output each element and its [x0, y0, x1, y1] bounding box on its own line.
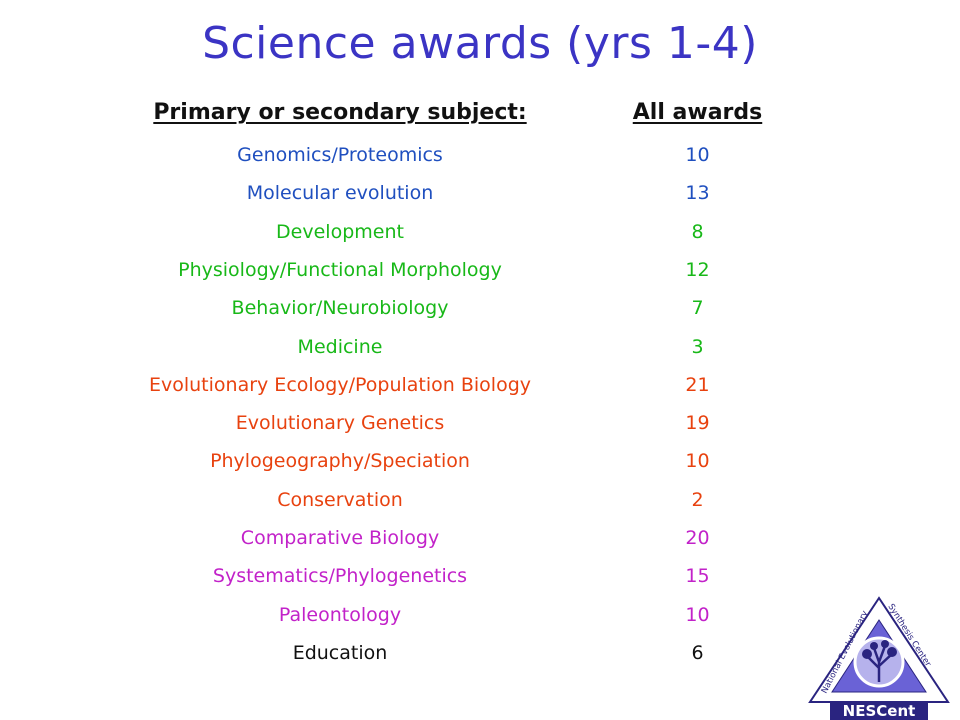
- subject-cell: Evolutionary Genetics: [235, 412, 445, 435]
- subject-cell: Medicine: [297, 335, 383, 358]
- award-count-cell: 20: [685, 527, 710, 549]
- subject-cell: Phylogeography/Speciation: [210, 450, 470, 473]
- table-row: Behavior/Neurobiology 7: [0, 289, 960, 327]
- award-count-cell: 6: [691, 641, 704, 664]
- table-row: Evolutionary Ecology/Population Biology 2…: [0, 366, 960, 404]
- table-row: Systematics/Phylogenetics 15: [0, 557, 960, 595]
- table-row: Conservation 2: [0, 481, 960, 519]
- table-row: Development 8: [0, 213, 960, 251]
- award-count-cell: 12: [685, 258, 710, 281]
- award-count-cell: 13: [685, 182, 710, 205]
- subject-cell: Physiology/Functional Morphology: [178, 258, 502, 281]
- logo-name: NESCent: [843, 702, 916, 720]
- table-row: Evolutionary Genetics 19: [0, 404, 960, 442]
- subject-cell: Evolutionary Ecology/Population Biology: [148, 373, 532, 396]
- subject-column-header: Primary or secondary subject:: [153, 100, 527, 125]
- award-count-cell: 10: [685, 144, 710, 166]
- subject-cell: Development: [276, 220, 404, 243]
- table-row: Comparative Biology 20: [0, 519, 960, 557]
- award-count-cell: 8: [691, 220, 704, 243]
- subject-cell: Conservation: [277, 488, 403, 511]
- subject-cell: Molecular evolution: [246, 182, 434, 205]
- nescent-logo: National Evolutionary Synthesis Center N…: [808, 596, 950, 720]
- tree-in-circle-icon: [853, 636, 905, 688]
- table-row: Genomics/Proteomics 10: [0, 136, 960, 174]
- award-count-cell: 2: [691, 488, 704, 511]
- award-count-cell: 19: [685, 412, 710, 435]
- subject-cell: Comparative Biology: [240, 527, 440, 549]
- subject-cell: Behavior/Neurobiology: [231, 297, 449, 320]
- slide-title: Science awards (yrs 1-4): [202, 18, 758, 69]
- award-count-cell: 15: [685, 565, 710, 588]
- subject-cell: Genomics/Proteomics: [237, 144, 443, 166]
- award-count-cell: 3: [691, 335, 704, 358]
- award-count-cell: 10: [685, 450, 710, 473]
- subject-cell: Systematics/Phylogenetics: [212, 565, 468, 588]
- table-row: Medicine 3: [0, 328, 960, 366]
- table-row: Paleontology 10: [0, 596, 960, 634]
- subject-cell: Education: [292, 641, 388, 664]
- table-row: Phylogeography/Speciation 10: [0, 442, 960, 480]
- table-row: Molecular evolution 13: [0, 174, 960, 212]
- award-count-cell: 7: [691, 297, 704, 320]
- awards-column-header: All awards: [632, 100, 763, 125]
- table-row: Education 6: [0, 634, 960, 672]
- award-count-cell: 10: [685, 603, 710, 626]
- award-count-cell: 21: [685, 373, 710, 396]
- subject-cell: Paleontology: [278, 603, 402, 626]
- table-row: Physiology/Functional Morphology 12: [0, 251, 960, 289]
